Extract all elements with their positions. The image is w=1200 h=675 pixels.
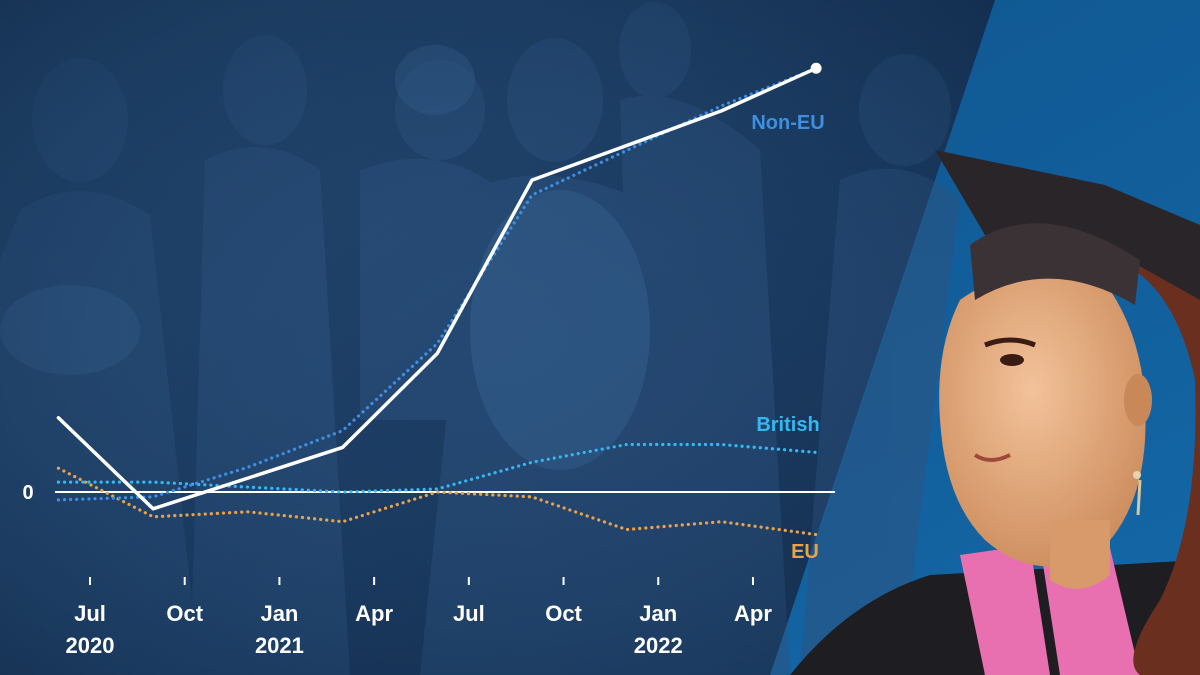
x-tick-label-6: Jan (639, 601, 677, 626)
x-tick-label-3: Apr (355, 601, 393, 626)
y-tick-label-0: 0 (22, 482, 33, 504)
series-line-eu (56, 466, 818, 537)
x-year-label-0: 2020 (66, 633, 115, 658)
series-layer (56, 62, 822, 537)
x-tick-label-2: Jan (260, 601, 298, 626)
series-line-total (56, 66, 818, 511)
x-year-label-2: 2021 (255, 633, 304, 658)
x-year-label-6: 2022 (634, 633, 683, 658)
refugee-photo (0, 0, 995, 675)
x-axis: Jul 2020 Oct Jan 2021 Apr Jul Oct Jan 2022 Apr (66, 577, 772, 658)
x-tick-label-4: Jul (453, 601, 485, 626)
x-tick-label-7: Apr (734, 601, 772, 626)
x-tick-label-0: Jul (74, 601, 106, 626)
series-label-eu: EU (791, 541, 819, 563)
series-labels: Non-EU British EU (751, 112, 824, 563)
series-end-marker (810, 62, 822, 74)
series-label-british: British (756, 414, 819, 436)
series-label-non-eu: Non-EU (751, 112, 824, 134)
graduate-photo (790, 150, 1200, 675)
x-tick-label-5: Oct (545, 601, 582, 626)
x-tick-label-1: Oct (166, 601, 203, 626)
series-line-british (56, 442, 818, 494)
